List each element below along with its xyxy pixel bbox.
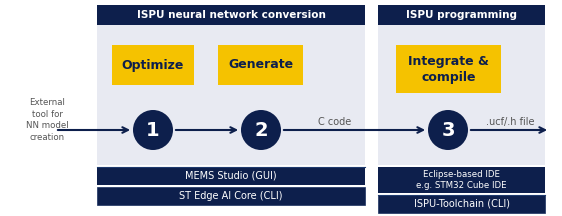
- Circle shape: [241, 110, 281, 150]
- Text: Eclipse-based IDE
e.g. STM32 Cube IDE: Eclipse-based IDE e.g. STM32 Cube IDE: [416, 170, 507, 190]
- Text: .ucf/.h file: .ucf/.h file: [486, 117, 534, 127]
- Bar: [97, 25, 365, 165]
- Text: Optimize: Optimize: [122, 59, 184, 71]
- Bar: [378, 167, 545, 193]
- Bar: [97, 167, 365, 185]
- Text: External
tool for
NN model
creation: External tool for NN model creation: [26, 98, 69, 142]
- Text: 1: 1: [146, 121, 160, 140]
- Text: Integrate &
compile: Integrate & compile: [408, 54, 489, 84]
- Bar: [396, 45, 501, 93]
- Text: 3: 3: [441, 121, 455, 140]
- Text: ISPU-Toolchain (CLI): ISPU-Toolchain (CLI): [414, 199, 510, 209]
- Bar: [112, 45, 194, 85]
- Bar: [378, 25, 545, 165]
- Bar: [218, 45, 303, 85]
- Bar: [97, 187, 365, 205]
- Text: Generate: Generate: [228, 59, 293, 71]
- Circle shape: [133, 110, 173, 150]
- Text: ISPU programming: ISPU programming: [406, 10, 517, 20]
- Bar: [378, 195, 545, 213]
- Text: ST Edge AI Core (CLI): ST Edge AI Core (CLI): [179, 191, 283, 201]
- Text: C code: C code: [319, 117, 352, 127]
- Text: 2: 2: [254, 121, 268, 140]
- Text: MEMS Studio (GUI): MEMS Studio (GUI): [185, 171, 277, 181]
- Text: ISPU neural network conversion: ISPU neural network conversion: [137, 10, 325, 20]
- Circle shape: [428, 110, 468, 150]
- Bar: [378, 5, 545, 25]
- Bar: [97, 5, 365, 25]
